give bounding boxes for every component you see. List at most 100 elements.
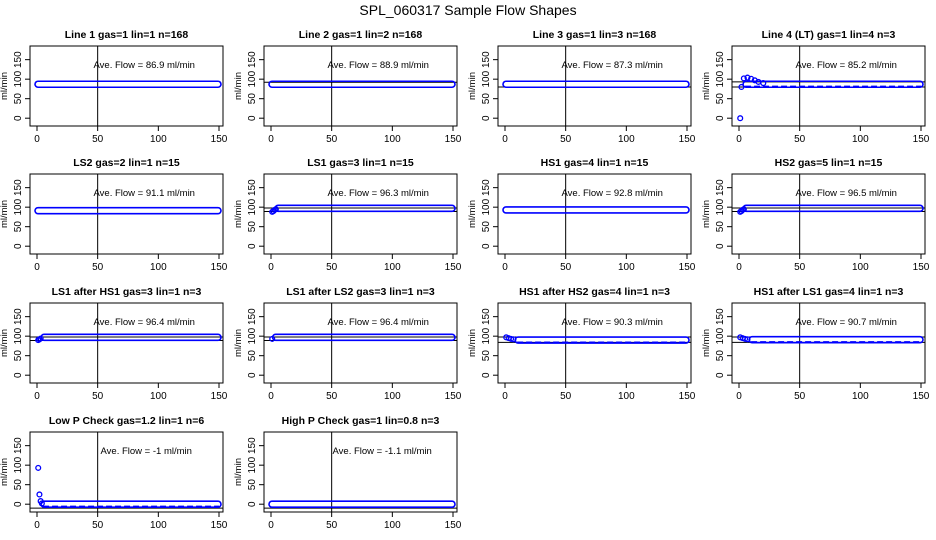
y-tick-label: 50 — [13, 479, 24, 491]
chart-panel-6: LS1 gas=3 lin=1 n=150 50 100 150050100150ml… — [233, 157, 462, 273]
x-tick-label: 100 — [852, 134, 869, 145]
y-axis-label: ml/min — [467, 200, 478, 228]
x-tick-label: 0 — [736, 391, 742, 402]
chart-title: Line 2 gas=1 lin=2 n=168 — [299, 29, 423, 41]
y-tick-label: 150 — [13, 179, 24, 196]
y-tick-label: 100 — [247, 327, 258, 344]
x-tick-label: 0 — [268, 391, 274, 402]
average-flow-annotation: Ave. Flow = 96.4 ml/min — [94, 317, 195, 328]
flow-series-band — [40, 500, 222, 508]
chart-panel-2: Line 2 gas=1 lin=2 n=168 0 50 100 150 0 50 100 1… — [233, 29, 462, 145]
y-tick-label: 0 — [481, 115, 492, 121]
plot-frame — [263, 45, 458, 127]
y-tick-label: 0 — [481, 372, 492, 378]
x-tick-label: 0 — [268, 520, 274, 531]
y-tick-label: 150 — [13, 437, 24, 454]
y-tick-label: 150 — [13, 308, 24, 325]
data-point — [510, 336, 517, 343]
average-flow-annotation: Ave. Flow = -1 ml/min — [101, 446, 192, 457]
x-tick-label: 150 — [211, 134, 228, 145]
x-tick-label: 100 — [150, 520, 167, 531]
x-tick-label: 100 — [852, 262, 869, 273]
y-tick-label: 150 — [715, 51, 726, 68]
average-flow-annotation: Ave. Flow = 85.2 ml/min — [796, 60, 897, 71]
chart-title: HS1 after LS1 gas=4 lin=1 n=3 — [754, 286, 904, 298]
average-flow-annotation: Ave. Flow = 96.4 ml/min — [328, 317, 429, 328]
data-point — [508, 335, 515, 342]
y-tick-label: 150 — [247, 308, 258, 325]
chart-title: Line 3 gas=1 lin=3 n=168 — [533, 29, 657, 41]
y-axis-label: ml/min — [233, 72, 244, 100]
chart-panel-3: Line 3 gas=1 lin=3 n=168 0 50 100 150 0 50 100 1… — [467, 29, 696, 145]
x-tick-label: 100 — [618, 134, 635, 145]
data-point — [760, 80, 767, 87]
x-tick-label: 100 — [150, 391, 167, 402]
data-point — [744, 336, 751, 343]
x-tick-label: 150 — [679, 262, 696, 273]
data-point — [740, 206, 747, 213]
y-tick-label: 50 — [715, 221, 726, 233]
x-tick-label: 100 — [384, 134, 401, 145]
y-tick-label: 50 — [715, 350, 726, 362]
y-tick-label: 100 — [715, 198, 726, 215]
y-axis-label: ml/min — [467, 72, 478, 100]
x-tick-label: 150 — [211, 391, 228, 402]
y-tick-label: 0 — [13, 372, 24, 378]
x-tick-label: 0 — [502, 134, 508, 145]
x-tick-label: 0 — [736, 262, 742, 273]
x-tick-label: 150 — [913, 391, 930, 402]
chart-title: HS2 gas=5 lin=1 n=15 — [775, 157, 883, 169]
average-flow-annotation: Ave. Flow = 90.3 ml/min — [562, 317, 663, 328]
y-tick-label: 100 — [13, 456, 24, 473]
flow-series-band — [268, 80, 456, 89]
y-tick-label: 150 — [715, 179, 726, 196]
data-point — [35, 464, 42, 471]
x-tick-label: 150 — [445, 391, 462, 402]
flow-series-band — [34, 80, 222, 89]
x-tick-label: 0 — [268, 134, 274, 145]
flow-series-band — [268, 500, 456, 508]
chart-panel-7: HS1 gas=4 lin=1 n=150 50 100 150050100150ml… — [467, 157, 696, 273]
x-tick-label: 0 — [502, 391, 508, 402]
page-title: SPL_060317 Sample Flow Shapes — [359, 2, 577, 18]
chart-title: LS2 gas=2 lin=1 n=15 — [73, 157, 180, 169]
x-tick-label: 100 — [150, 134, 167, 145]
x-tick-label: 100 — [852, 391, 869, 402]
plot-frame — [731, 173, 926, 255]
average-flow-annotation: Ave. Flow = 88.9 ml/min — [328, 60, 429, 71]
y-axis-label: ml/min — [701, 329, 712, 357]
flow-series-band — [748, 335, 924, 344]
y-tick-label: 50 — [715, 93, 726, 105]
average-flow-annotation: Ave. Flow = 91.1 ml/min — [94, 188, 195, 199]
y-tick-label: 0 — [247, 501, 258, 507]
y-tick-label: 100 — [715, 327, 726, 344]
data-point — [744, 74, 751, 81]
x-tick-label: 0 — [34, 134, 40, 145]
plot-frame — [263, 302, 458, 384]
average-flow-annotation: Ave. Flow = 96.3 ml/min — [328, 188, 429, 199]
plot-frame — [263, 431, 458, 513]
data-point — [742, 335, 749, 342]
y-tick-label: 100 — [481, 327, 492, 344]
x-tick-label: 150 — [211, 262, 228, 273]
chart-title: HS1 after HS2 gas=4 lin=1 n=3 — [519, 286, 670, 298]
x-tick-label: 50 — [92, 520, 104, 531]
y-tick-label: 150 — [247, 437, 258, 454]
y-tick-label: 150 — [715, 308, 726, 325]
chart-panel-13: Low P Check gas=1.2 lin=1 n=6 0 50 100 150 0 5… — [0, 415, 228, 531]
plot-frame — [29, 45, 224, 127]
x-tick-label: 0 — [736, 134, 742, 145]
x-tick-label: 50 — [92, 391, 104, 402]
chart-panel-4: Line 4 (LT) gas=1 lin=4 n=3 0 50 100 150 0 50 1… — [701, 29, 930, 145]
y-tick-label: 0 — [247, 243, 258, 249]
y-tick-label: 0 — [13, 501, 24, 507]
x-tick-label: 50 — [794, 262, 806, 273]
y-tick-label: 0 — [13, 115, 24, 121]
y-axis-label: ml/min — [701, 200, 712, 228]
y-tick-label: 0 — [715, 372, 726, 378]
y-tick-label: 50 — [247, 221, 258, 233]
x-tick-label: 100 — [384, 262, 401, 273]
plot-frame — [497, 302, 692, 384]
y-tick-label: 50 — [247, 93, 258, 105]
plot-frame — [29, 173, 224, 255]
